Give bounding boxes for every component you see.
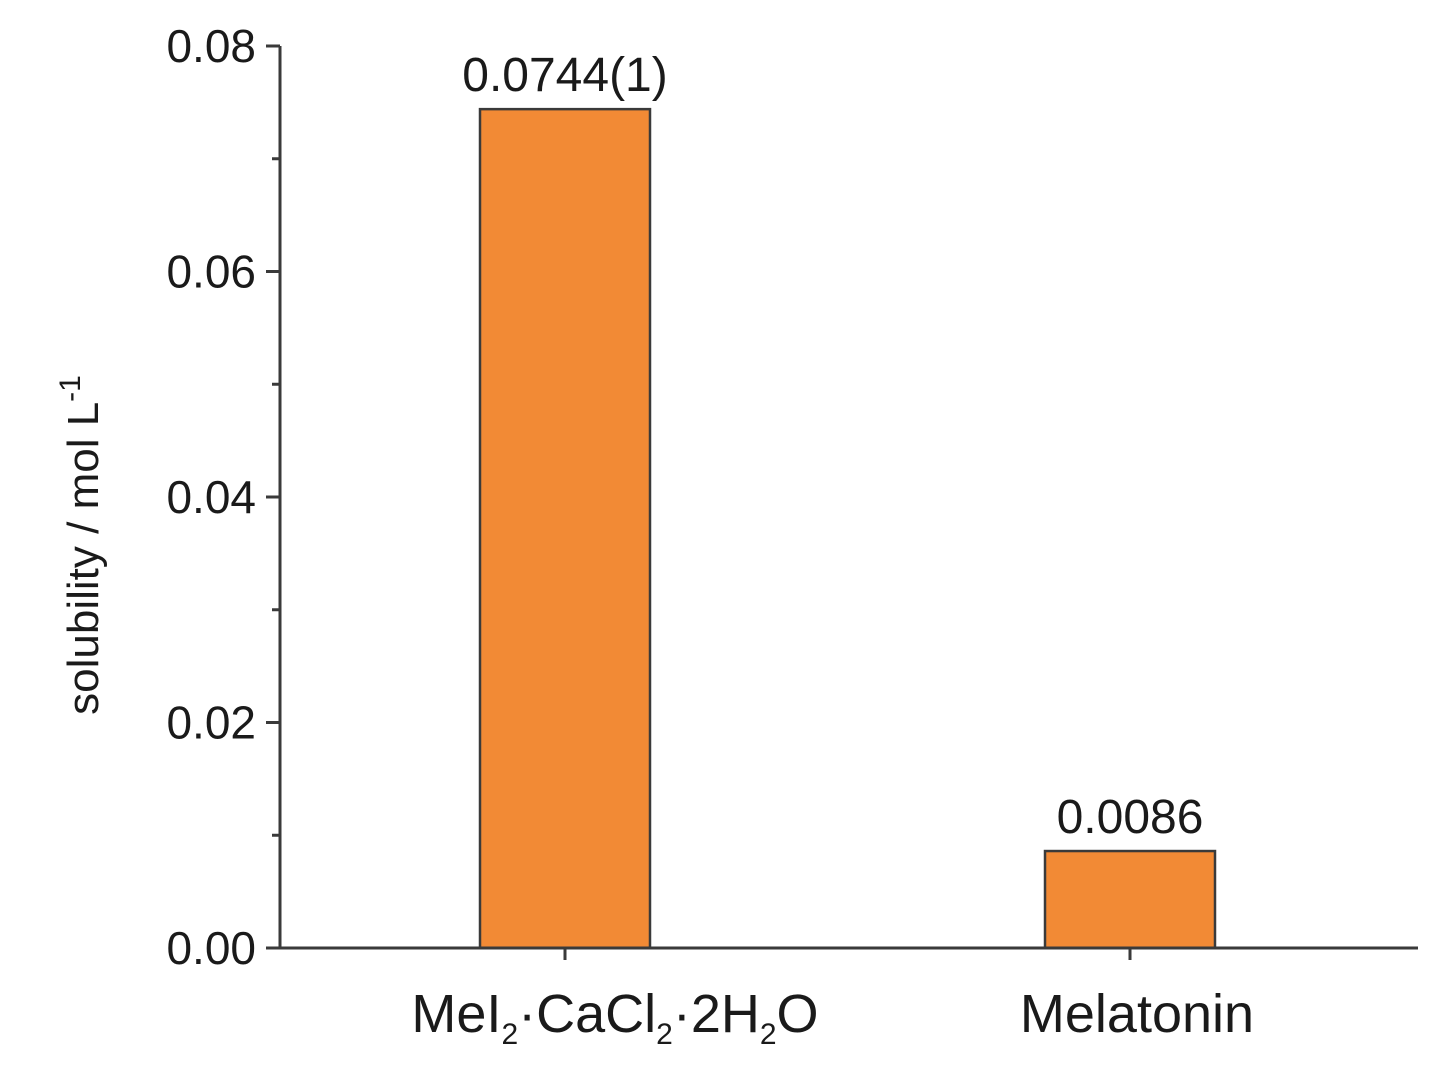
bar-0 bbox=[478, 107, 652, 950]
data-label-0: 0.0744(1) bbox=[462, 49, 667, 102]
y-tick-label-1: 0.02 bbox=[166, 697, 256, 749]
bar-1 bbox=[1043, 849, 1217, 950]
plot-area: 0.0744(1) 0.0086 0.00 0.02 0.04 0.06 0.08 bbox=[166, 20, 1418, 974]
y-tick-label-4: 0.08 bbox=[166, 20, 256, 72]
x-tick-label-0: MeI2·CaCl2·2H2O bbox=[411, 984, 818, 1051]
y-axis-title-exponent: -1 bbox=[54, 375, 87, 402]
y-axis-title: solubility / mol L-1 bbox=[54, 375, 108, 715]
y-axis-title-main: solubility / mol L bbox=[59, 402, 108, 715]
y-tick-label-2: 0.04 bbox=[166, 471, 256, 523]
y-tick-label-0: 0.00 bbox=[166, 922, 256, 974]
data-label-1: 0.0086 bbox=[1057, 791, 1204, 844]
x-tick-label-1: Melatonin bbox=[1020, 984, 1254, 1044]
y-tick-label-3: 0.06 bbox=[166, 246, 256, 298]
